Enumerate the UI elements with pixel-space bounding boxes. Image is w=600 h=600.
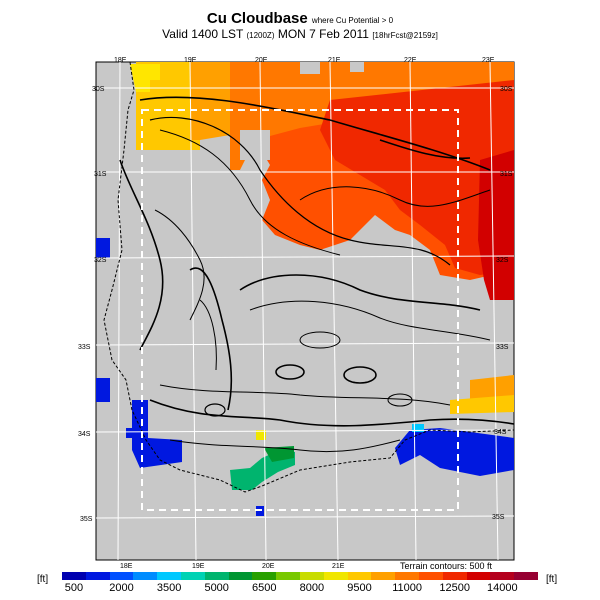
colorbar-tick-label: 14000 bbox=[487, 582, 518, 594]
lon-labels-top: 18E 19E 20E 21E 22E 23E bbox=[114, 57, 495, 64]
colorbar-swatch bbox=[85, 572, 110, 580]
colorbar-swatch bbox=[466, 572, 491, 580]
colorbar-tick-label: 3500 bbox=[156, 582, 182, 594]
colorbar-swatch bbox=[418, 572, 443, 580]
colorbar-swatch bbox=[109, 572, 134, 580]
colorbar-swatch bbox=[157, 572, 181, 580]
lat-label-left: 32S bbox=[94, 257, 107, 264]
colorbar-tick-label: 6500 bbox=[252, 582, 277, 594]
lat-label-left: 34S bbox=[78, 431, 91, 438]
gray-hole-2 bbox=[300, 62, 320, 74]
lat-label-right: 31S bbox=[500, 171, 513, 178]
deep-red-region bbox=[320, 80, 514, 275]
colorbar-swatch bbox=[442, 572, 467, 580]
colorbar-tick-label: 12500 bbox=[439, 582, 470, 594]
colorbar-swatch bbox=[514, 572, 538, 580]
blue-patch-w1 bbox=[96, 238, 110, 258]
lat-label-left: 30S bbox=[92, 86, 105, 93]
colorbar-swatch bbox=[204, 572, 229, 580]
cyan-patch-se bbox=[412, 424, 424, 432]
blue-patch-w2 bbox=[96, 378, 110, 402]
colorbar-swatch bbox=[371, 572, 396, 580]
east-yellow bbox=[450, 395, 514, 414]
colorbar-swatch bbox=[323, 572, 348, 580]
dark-green-patch-s bbox=[264, 446, 294, 462]
colorbar-unit-left: [ft] bbox=[37, 574, 49, 585]
lon-label-top: 19E bbox=[184, 57, 197, 64]
title-text: Cu Cloudbase bbox=[206, 10, 308, 27]
lon-label-bottom: 21E bbox=[332, 563, 345, 570]
colorbar-tick-label: 5000 bbox=[204, 582, 229, 594]
lon-label-bottom: 19E bbox=[192, 563, 205, 570]
yellow-top bbox=[130, 64, 160, 92]
lon-label-top: 22E bbox=[404, 57, 417, 64]
gray-hole-3 bbox=[350, 62, 364, 72]
valid-forecast: [18hrFcst@2159z] bbox=[372, 31, 438, 40]
lat-lon-grid bbox=[95, 61, 515, 561]
valid-line: Valid 1400 LST bbox=[162, 27, 244, 41]
lat-label-right: 35S bbox=[492, 514, 505, 521]
lon-label-bottom: 20E bbox=[262, 563, 275, 570]
colorbar-tick-label: 9500 bbox=[347, 582, 372, 594]
colorbar-swatch bbox=[133, 572, 158, 580]
colorbar-unit-right: [ft] bbox=[546, 574, 558, 585]
lon-label-top: 23E bbox=[482, 57, 495, 64]
terrain-note: Terrain contours: 500 ft bbox=[400, 561, 493, 571]
lon-labels-bottom: 18E 19E 20E 21E bbox=[120, 563, 345, 570]
colorbar-tick-label: 11000 bbox=[392, 582, 422, 594]
lat-label-right: 30S bbox=[500, 86, 513, 93]
colorbar-ticks: 500 2000 3500 5000 6500 8000 9500 11000 12500 140… bbox=[62, 582, 538, 596]
red-east bbox=[478, 150, 514, 300]
title-note: where Cu Potential > 0 bbox=[311, 16, 394, 25]
yellow-band bbox=[136, 62, 200, 150]
colorbar-tick-label: 500 bbox=[64, 582, 84, 594]
terrain-contours bbox=[119, 96, 515, 453]
lat-label-left: 33S bbox=[78, 344, 91, 351]
lon-label-top: 18E bbox=[114, 57, 127, 64]
lon-label-bottom: 18E bbox=[120, 563, 133, 570]
colorbar-swatch bbox=[252, 572, 277, 580]
colorbar-tick-label: 8000 bbox=[299, 582, 325, 594]
colorbar-swatch bbox=[347, 572, 372, 580]
lat-label-right: 32S bbox=[496, 257, 509, 264]
blue-patch-se bbox=[395, 428, 514, 476]
gray-hole-1 bbox=[240, 130, 270, 160]
colorbar-swatch bbox=[180, 572, 205, 580]
colorbar-swatch bbox=[490, 572, 515, 580]
coastline bbox=[103, 61, 515, 493]
lat-label-left: 35S bbox=[80, 516, 93, 523]
blue-patch-sw2 bbox=[126, 428, 134, 438]
east-orange bbox=[470, 375, 514, 400]
valid-code: (1200Z) bbox=[246, 31, 275, 40]
valid-time-line: Valid 1400 LST (1200Z) MON 7 Feb 2011 [1… bbox=[0, 27, 600, 41]
lat-label-right: 34S bbox=[494, 429, 507, 436]
colorbar-swatch bbox=[299, 572, 324, 580]
lat-labels-right: 30S 31S 32S 33S 34S 35S bbox=[492, 86, 513, 521]
cloudbase-field bbox=[96, 62, 514, 516]
map-title: Cu Cloudbase where Cu Potential > 0 bbox=[0, 10, 600, 27]
colorbar-swatch bbox=[228, 572, 253, 580]
colorbar-swatch bbox=[395, 572, 419, 580]
lon-label-top: 20E bbox=[255, 57, 268, 64]
inner-domain-box bbox=[141, 109, 459, 511]
valid-date: MON 7 Feb 2011 bbox=[277, 27, 369, 41]
colorbar-swatch bbox=[62, 572, 86, 580]
colorbar-swatch bbox=[276, 572, 300, 580]
lon-label-top: 21E bbox=[328, 57, 341, 64]
lat-label-right: 33S bbox=[496, 344, 509, 351]
colorbar-tick-label: 2000 bbox=[109, 582, 134, 594]
lat-labels-left: 30S 31S 32S 33S 34S 35S bbox=[78, 86, 107, 523]
yellow-dot-s bbox=[256, 430, 266, 440]
blue-patch-sw bbox=[132, 400, 182, 468]
colorbar bbox=[62, 572, 538, 580]
lat-label-left: 31S bbox=[94, 171, 107, 178]
